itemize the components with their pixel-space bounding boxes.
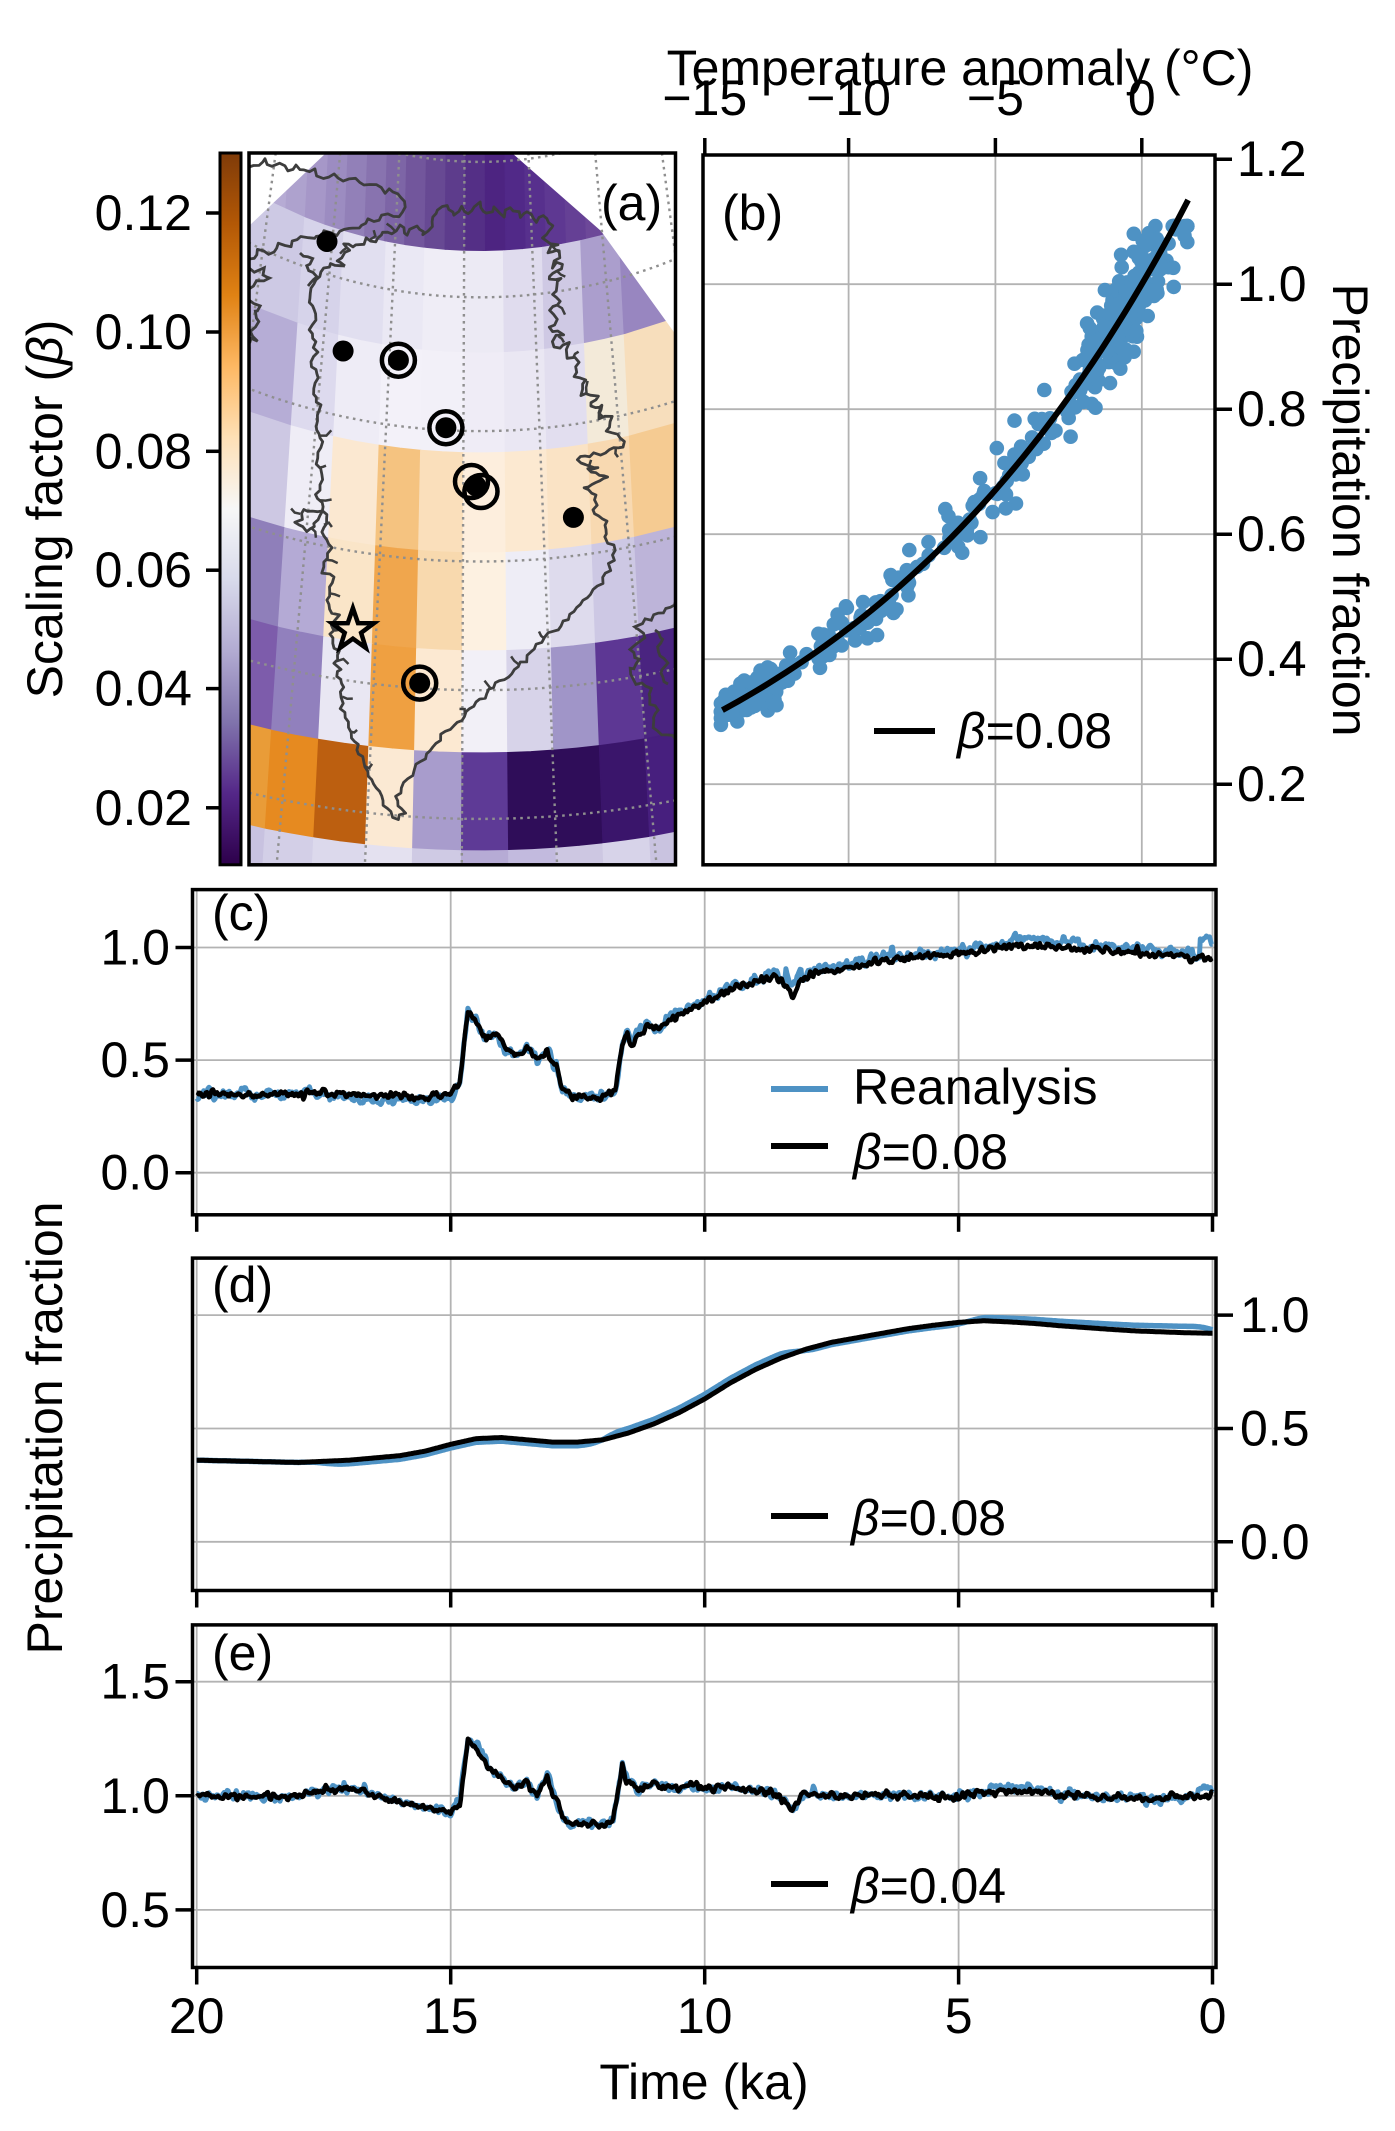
svg-text:0.08: 0.08 [95,423,192,479]
svg-text:−15: −15 [662,70,747,126]
svg-text:1.0: 1.0 [100,920,170,976]
svg-text:Temperature anomaly (°C): Temperature anomaly (°C) [667,40,1254,96]
svg-text:1.0: 1.0 [1240,1287,1310,1343]
svg-text:Precipitation fraction: Precipitation fraction [17,1201,73,1654]
svg-text:10: 10 [677,1988,733,2044]
svg-text:0.4: 0.4 [1237,631,1307,687]
svg-text:15: 15 [423,1988,479,2044]
svg-text:0: 0 [1199,1988,1227,2044]
svg-text:0.12: 0.12 [95,185,192,241]
svg-text:Precipitation fraction: Precipitation fraction [1322,283,1378,736]
svg-text:−10: −10 [806,70,891,126]
svg-text:β=0.08: β=0.08 [849,1490,1006,1546]
svg-text:0.5: 0.5 [100,1882,170,1938]
svg-text:0.5: 0.5 [100,1032,170,1088]
svg-text:0.6: 0.6 [1237,506,1307,562]
svg-text:0.5: 0.5 [1240,1401,1310,1457]
svg-text:(a): (a) [601,175,662,231]
svg-text:Scaling factor (β): Scaling factor (β) [17,320,73,699]
svg-text:β=0.08: β=0.08 [955,703,1112,759]
svg-text:0.04: 0.04 [95,661,192,717]
svg-text:β=0.04: β=0.04 [849,1858,1006,1914]
svg-text:0.2: 0.2 [1237,756,1307,812]
svg-text:0.02: 0.02 [95,780,192,836]
svg-text:0.8: 0.8 [1237,381,1307,437]
svg-text:1.2: 1.2 [1237,131,1307,187]
svg-text:20: 20 [169,1988,225,2044]
svg-text:(c): (c) [212,885,270,941]
svg-text:(d): (d) [212,1257,273,1313]
svg-text:(b): (b) [722,185,783,241]
svg-text:5: 5 [945,1988,973,2044]
svg-text:1.0: 1.0 [100,1768,170,1824]
svg-text:(e): (e) [212,1625,273,1681]
svg-text:0.06: 0.06 [95,542,192,598]
svg-text:0: 0 [1128,70,1156,126]
svg-text:−5: −5 [967,70,1024,126]
svg-text:0.0: 0.0 [1240,1514,1310,1570]
svg-text:0.0: 0.0 [100,1145,170,1201]
svg-text:Time (ka): Time (ka) [599,2054,808,2110]
svg-text:β=0.08: β=0.08 [851,1124,1008,1180]
svg-text:Reanalysis: Reanalysis [853,1059,1098,1115]
svg-text:1.0: 1.0 [1237,256,1307,312]
svg-text:0.10: 0.10 [95,304,192,360]
svg-text:1.5: 1.5 [100,1654,170,1710]
